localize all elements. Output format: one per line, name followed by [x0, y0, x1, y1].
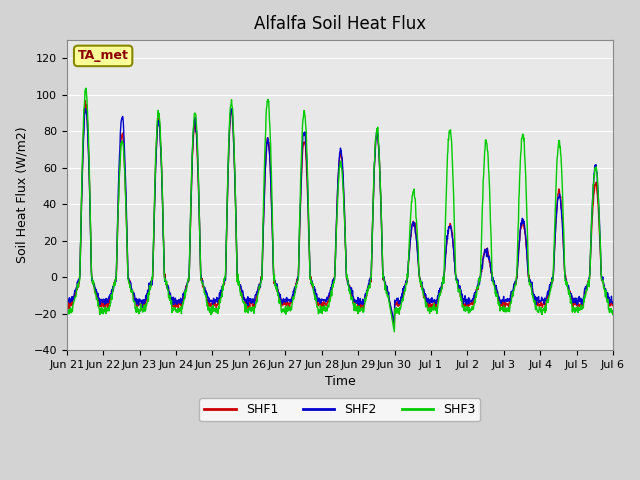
- SHF2: [185, 278, 193, 284]
- SHF2: [426, 300, 433, 306]
- SHF2: [246, 298, 253, 304]
- SHF2: [81, 106, 89, 111]
- SHF2: [390, 320, 398, 325]
- SHF2: [497, 298, 504, 303]
- Legend: SHF1, SHF2, SHF3: SHF1, SHF2, SHF3: [200, 398, 481, 421]
- Line: SHF1: SHF1: [67, 100, 613, 326]
- SHF3: [63, 305, 70, 311]
- SHF3: [426, 309, 433, 315]
- SHF1: [185, 278, 193, 284]
- SHF1: [609, 303, 617, 309]
- SHF3: [83, 85, 90, 91]
- SHF2: [172, 295, 179, 301]
- Title: Alfalfa Soil Heat Flux: Alfalfa Soil Heat Flux: [254, 15, 426, 33]
- SHF3: [390, 329, 398, 335]
- SHF1: [246, 306, 253, 312]
- SHF2: [545, 289, 553, 295]
- SHF1: [172, 305, 179, 311]
- Line: SHF3: SHF3: [67, 88, 613, 332]
- SHF3: [185, 277, 193, 283]
- Line: SHF2: SHF2: [67, 108, 613, 323]
- SHF3: [172, 305, 179, 311]
- SHF3: [609, 308, 617, 313]
- SHF1: [545, 291, 553, 297]
- SHF1: [497, 301, 504, 307]
- SHF1: [426, 305, 433, 311]
- X-axis label: Time: Time: [324, 375, 355, 388]
- SHF1: [81, 97, 89, 103]
- SHF2: [63, 301, 70, 307]
- SHF1: [63, 303, 70, 309]
- SHF2: [609, 300, 617, 306]
- SHF3: [497, 306, 504, 312]
- Text: TA_met: TA_met: [77, 49, 129, 62]
- Y-axis label: Soil Heat Flux (W/m2): Soil Heat Flux (W/m2): [15, 127, 28, 264]
- SHF3: [545, 294, 553, 300]
- SHF1: [390, 324, 398, 329]
- SHF3: [246, 306, 253, 312]
